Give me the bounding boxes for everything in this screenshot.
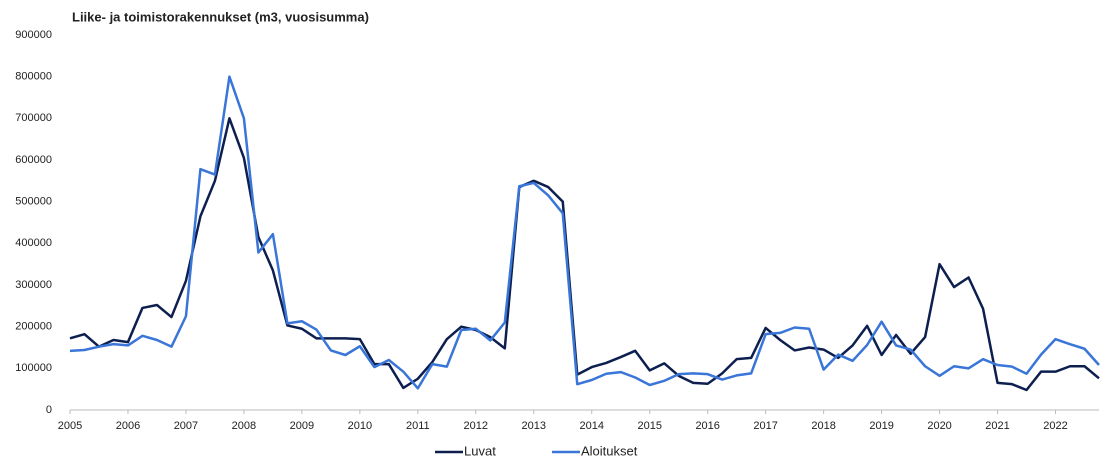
y-tick-label: 400000 [15,237,52,249]
y-tick-label: 300000 [15,279,52,291]
x-tick-label: 2009 [290,420,314,432]
x-tick-label: 2019 [869,420,893,432]
x-tick-label: 2012 [464,420,488,432]
x-tick-label: 2008 [232,420,256,432]
legend-label: Luvat [464,443,496,458]
legend-label: Aloitukset [581,443,638,458]
y-tick-label: 200000 [15,321,52,333]
chart-title: Liike- ja toimistorakennukset (m3, vuosi… [72,9,369,24]
y-tick-label: 0 [46,404,52,416]
x-tick-label: 2010 [348,420,372,432]
y-tick-label: 700000 [15,112,52,124]
x-tick-label: 2022 [1043,420,1067,432]
x-tick-label: 2017 [753,420,777,432]
x-tick-label: 2018 [811,420,835,432]
x-tick-label: 2020 [927,420,951,432]
y-tick-label: 500000 [15,196,52,208]
x-tick-label: 2007 [174,420,198,432]
series-line [69,117,1100,392]
y-tick-label: 800000 [15,71,52,83]
x-tick-label: 2005 [58,420,82,432]
x-tick-label: 2011 [406,420,430,432]
series-line [69,75,1100,390]
y-tick-label: 900000 [15,29,52,41]
x-tick-label: 2016 [695,420,719,432]
x-tick-label: 2014 [580,420,604,432]
x-tick-label: 2006 [116,420,140,432]
x-tick-label: 2015 [637,420,661,432]
x-tick-label: 2013 [522,420,546,432]
y-tick-label: 600000 [15,154,52,166]
y-tick-label: 100000 [15,362,52,374]
x-tick-label: 2021 [985,420,1009,432]
